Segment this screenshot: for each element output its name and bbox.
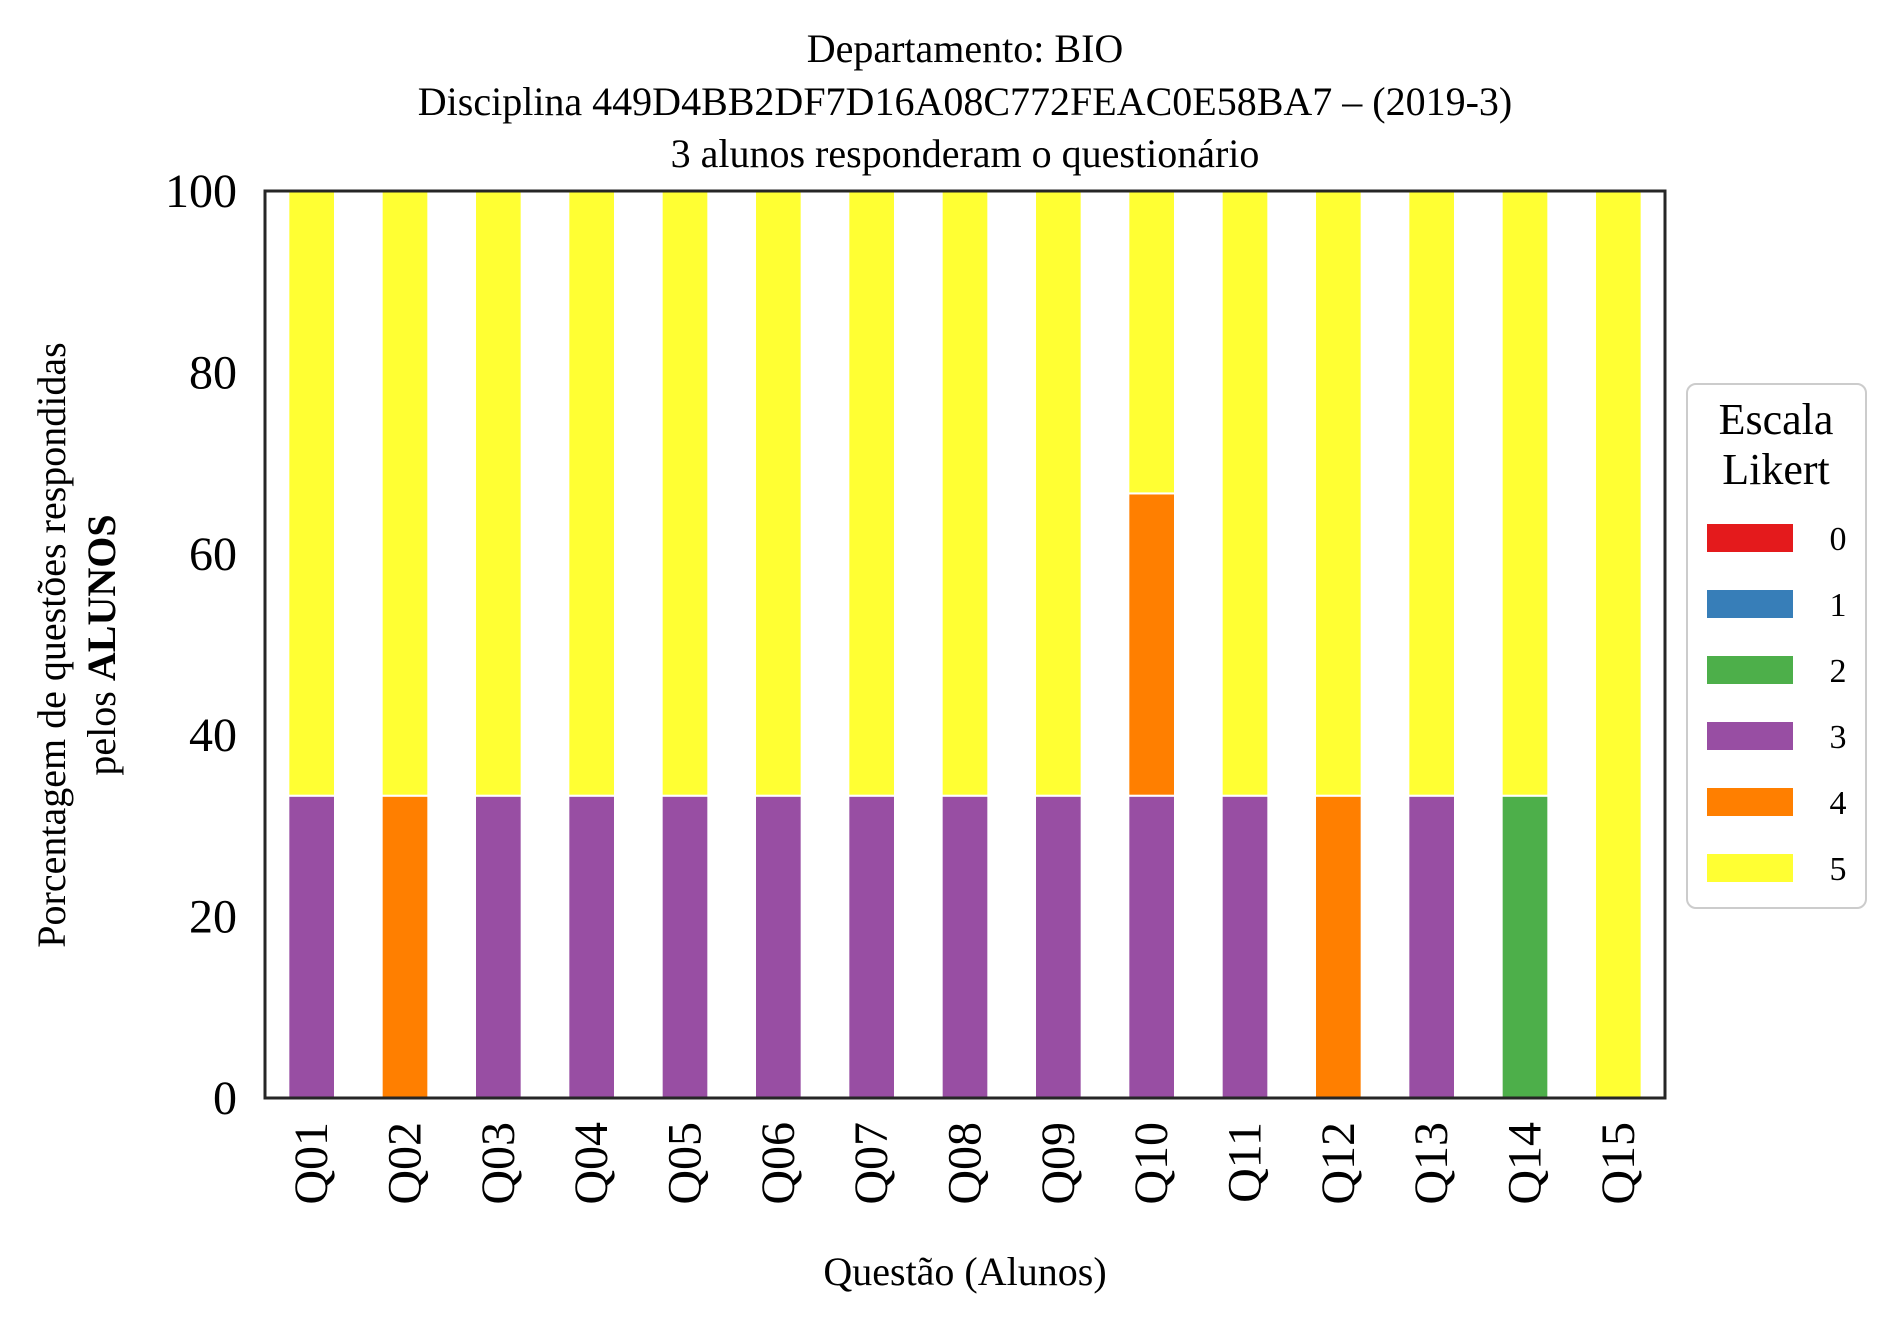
bar-segment-q10-likert-4 (1127, 492, 1177, 797)
x-axis-title: Questão (Alunos) (823, 1249, 1106, 1294)
bar-segment-q06-likert-3 (754, 794, 803, 1099)
bar-segment-q12-likert-5 (1314, 190, 1363, 797)
chart-title-line-3: 3 alunos responderam o questionário (671, 131, 1260, 176)
x-tick-label-q08: Q08 (939, 1122, 992, 1205)
bar-segment-q14-likert-2 (1500, 794, 1550, 1099)
x-tick-label-q11: Q11 (1219, 1122, 1272, 1203)
y-axis-ticks: 0 20 40 60 80 100 (165, 165, 237, 1125)
legend-title-line-2: Likert (1722, 445, 1830, 494)
legend-swatch-3 (1707, 722, 1793, 750)
x-tick-label-q01: Q01 (285, 1122, 338, 1205)
y-axis-title-line-1: Porcentagem de questões respondidas (29, 342, 74, 947)
plot-area (287, 190, 1643, 1099)
legend-label-3: 3 (1830, 719, 1847, 756)
chart-title-line-2: Disciplina 449D4BB2DF7D16A08C772FEAC0E58… (418, 79, 1512, 124)
bar-segment-q05-likert-3 (660, 794, 710, 1099)
bar-segment-q14-likert-5 (1500, 190, 1550, 797)
legend-box (1686, 383, 1867, 909)
x-tick-label-q14: Q14 (1499, 1122, 1552, 1205)
bar-segment-q09-likert-5 (1034, 190, 1083, 797)
legend-swatch-1 (1707, 590, 1793, 618)
bar-segment-q01-likert-5 (287, 190, 337, 797)
legend-swatch-2 (1707, 656, 1793, 684)
bar-segment-q13-likert-5 (1407, 190, 1457, 797)
legend: Escala Likert 0 1 2 3 4 5 (1686, 383, 1867, 909)
bar-segment-q05-likert-5 (660, 190, 710, 797)
x-tick-label-q09: Q09 (1032, 1122, 1085, 1205)
x-tick-label-q02: Q02 (379, 1122, 432, 1205)
x-tick-label-q06: Q06 (752, 1122, 805, 1205)
plot-frame (263, 189, 1667, 1100)
y-tick-label-60: 60 (189, 528, 237, 581)
bar-segment-q03-likert-5 (474, 190, 523, 797)
bar-segment-q10-likert-3 (1127, 794, 1177, 1099)
chart-title-line-1: Departamento: BIO (807, 26, 1124, 71)
y-axis-title-line-2: pelos ALUNOS (79, 514, 124, 775)
legend-items: 0 1 2 3 4 5 (1707, 521, 1847, 888)
y-axis-title-bold: ALUNOS (79, 514, 124, 681)
x-tick-label-q03: Q03 (472, 1122, 525, 1205)
y-tick-label-100: 100 (165, 165, 237, 218)
bar-segment-q15-likert-5 (1594, 190, 1643, 1099)
legend-label-5: 5 (1830, 851, 1847, 888)
bar-segment-q02-likert-4 (380, 794, 430, 1099)
bar-segment-q06-likert-5 (754, 190, 803, 797)
legend-title-line-1: Escala (1719, 395, 1834, 444)
x-tick-label-q13: Q13 (1405, 1122, 1458, 1205)
legend-label-2: 2 (1830, 653, 1847, 690)
bar-segment-q10-likert-5 (1127, 190, 1177, 495)
bar-segment-q04-likert-5 (567, 190, 616, 797)
chart-title: Departamento: BIO Disciplina 449D4BB2DF7… (418, 26, 1512, 176)
bar-segment-q13-likert-3 (1407, 794, 1457, 1099)
bar-segment-q03-likert-3 (474, 794, 523, 1099)
legend-label-4: 4 (1830, 785, 1847, 822)
legend-swatch-0 (1707, 524, 1793, 552)
y-tick-label-80: 80 (189, 346, 237, 399)
x-tick-label-q12: Q12 (1312, 1122, 1365, 1205)
bar-segment-q07-likert-5 (847, 190, 896, 797)
x-tick-label-q10: Q10 (1125, 1122, 1178, 1205)
y-tick-label-40: 40 (189, 709, 237, 762)
bar-segment-q12-likert-4 (1314, 794, 1363, 1099)
bar-segment-q04-likert-3 (567, 794, 616, 1099)
legend-swatch-5 (1707, 854, 1793, 882)
y-tick-label-0: 0 (213, 1072, 237, 1125)
y-axis-title-prefix: pelos (79, 681, 124, 775)
x-axis-ticks: Q01 Q02 Q03 Q04 Q05 Q06 Q07 Q08 Q09 Q10 Q11 Q12 Q13 Q… (285, 1122, 1645, 1205)
bar-segment-q07-likert-3 (847, 794, 896, 1099)
legend-label-0: 0 (1830, 521, 1847, 558)
bar-segment-q09-likert-3 (1034, 794, 1083, 1099)
bar-segment-q11-likert-5 (1220, 190, 1270, 797)
y-axis-title: Porcentagem de questões respondidas pelo… (29, 342, 124, 947)
bar-segment-q11-likert-3 (1220, 794, 1270, 1099)
legend-label-1: 1 (1830, 587, 1847, 624)
x-tick-label-q05: Q05 (659, 1122, 712, 1205)
legend-swatch-4 (1707, 788, 1793, 816)
x-tick-label-q07: Q07 (845, 1122, 898, 1205)
x-tick-label-q04: Q04 (565, 1122, 618, 1205)
bar-segment-q08-likert-5 (940, 190, 990, 797)
x-tick-label-q15: Q15 (1592, 1122, 1645, 1205)
bar-segment-q08-likert-3 (940, 794, 990, 1099)
y-tick-label-20: 20 (189, 891, 237, 944)
bar-segment-q01-likert-3 (287, 794, 337, 1099)
bar-segment-q02-likert-5 (380, 190, 430, 797)
